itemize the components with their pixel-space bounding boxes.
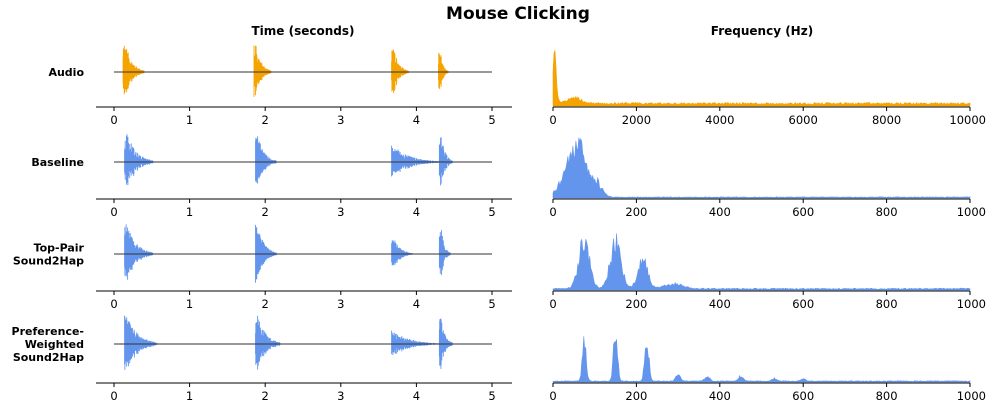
frequency-spectrum: [552, 336, 971, 383]
time-tick-label: 1: [186, 205, 193, 219]
freq-tick-label: 4000: [705, 113, 734, 127]
time-tick-label: 3: [337, 389, 344, 403]
freq-tick-label: 0: [549, 205, 556, 219]
row-label: Weighted: [25, 338, 84, 351]
time-tick-label: 0: [110, 205, 117, 219]
freq-tick-label: 10000: [949, 113, 986, 127]
freq-tick-label: 0: [549, 113, 556, 127]
row-label: Baseline: [31, 156, 84, 169]
freq-tick-label: 600: [792, 205, 814, 219]
freq-tick-label: 1000: [957, 205, 986, 219]
frequency-spectrum: [552, 233, 971, 291]
time-tick-label: 4: [413, 297, 420, 311]
freq-tick-label: 400: [709, 297, 731, 311]
chart-title: Mouse Clicking: [446, 4, 590, 24]
row-label: Audio: [48, 66, 84, 79]
frequency-spectrum: [552, 50, 971, 107]
time-tick-label: 1: [186, 389, 193, 403]
freq-tick-label: 0: [549, 389, 556, 403]
time-tick-label: 0: [110, 113, 117, 127]
time-tick-label: 4: [413, 205, 420, 219]
time-tick-label: 3: [337, 113, 344, 127]
time-tick-label: 3: [337, 205, 344, 219]
time-tick-label: 5: [488, 205, 495, 219]
time-tick-label: 1: [186, 113, 193, 127]
freq-tick-label: 200: [625, 389, 647, 403]
time-tick-label: 4: [413, 113, 420, 127]
freq-tick-label: 200: [625, 297, 647, 311]
time-tick-label: 2: [262, 113, 269, 127]
time-tick-label: 0: [110, 297, 117, 311]
freq-tick-label: 0: [549, 297, 556, 311]
time-waveform: [124, 134, 454, 186]
time-tick-label: 3: [337, 297, 344, 311]
row-label: Top-Pair: [34, 242, 85, 255]
time-tick-label: 5: [488, 113, 495, 127]
row-label: Preference-: [12, 325, 84, 338]
freq-tick-label: 200: [625, 205, 647, 219]
time-tick-label: 2: [262, 389, 269, 403]
freq-tick-label: 400: [709, 389, 731, 403]
freq-tick-label: 800: [876, 389, 898, 403]
row-label: Sound2Hap: [13, 255, 84, 268]
time-tick-label: 5: [488, 297, 495, 311]
freq-tick-label: 1000: [957, 389, 986, 403]
time-column-title: Time (seconds): [251, 24, 354, 38]
freq-column-title: Frequency (Hz): [711, 24, 813, 38]
freq-tick-label: 600: [792, 297, 814, 311]
freq-tick-label: 2000: [622, 113, 651, 127]
time-waveform: [122, 45, 449, 97]
freq-tick-label: 800: [876, 205, 898, 219]
time-tick-label: 0: [110, 389, 117, 403]
time-tick-label: 2: [262, 297, 269, 311]
freq-tick-label: 6000: [789, 113, 818, 127]
freq-tick-label: 400: [709, 205, 731, 219]
freq-tick-label: 8000: [872, 113, 901, 127]
freq-tick-label: 800: [876, 297, 898, 311]
time-tick-label: 4: [413, 389, 420, 403]
frequency-spectrum: [552, 137, 971, 199]
time-waveform: [124, 315, 454, 370]
time-tick-label: 2: [262, 205, 269, 219]
row-label: Sound2Hap: [13, 351, 84, 364]
time-tick-label: 5: [488, 389, 495, 403]
freq-tick-label: 1000: [957, 297, 986, 311]
time-tick-label: 1: [186, 297, 193, 311]
freq-tick-label: 600: [792, 389, 814, 403]
